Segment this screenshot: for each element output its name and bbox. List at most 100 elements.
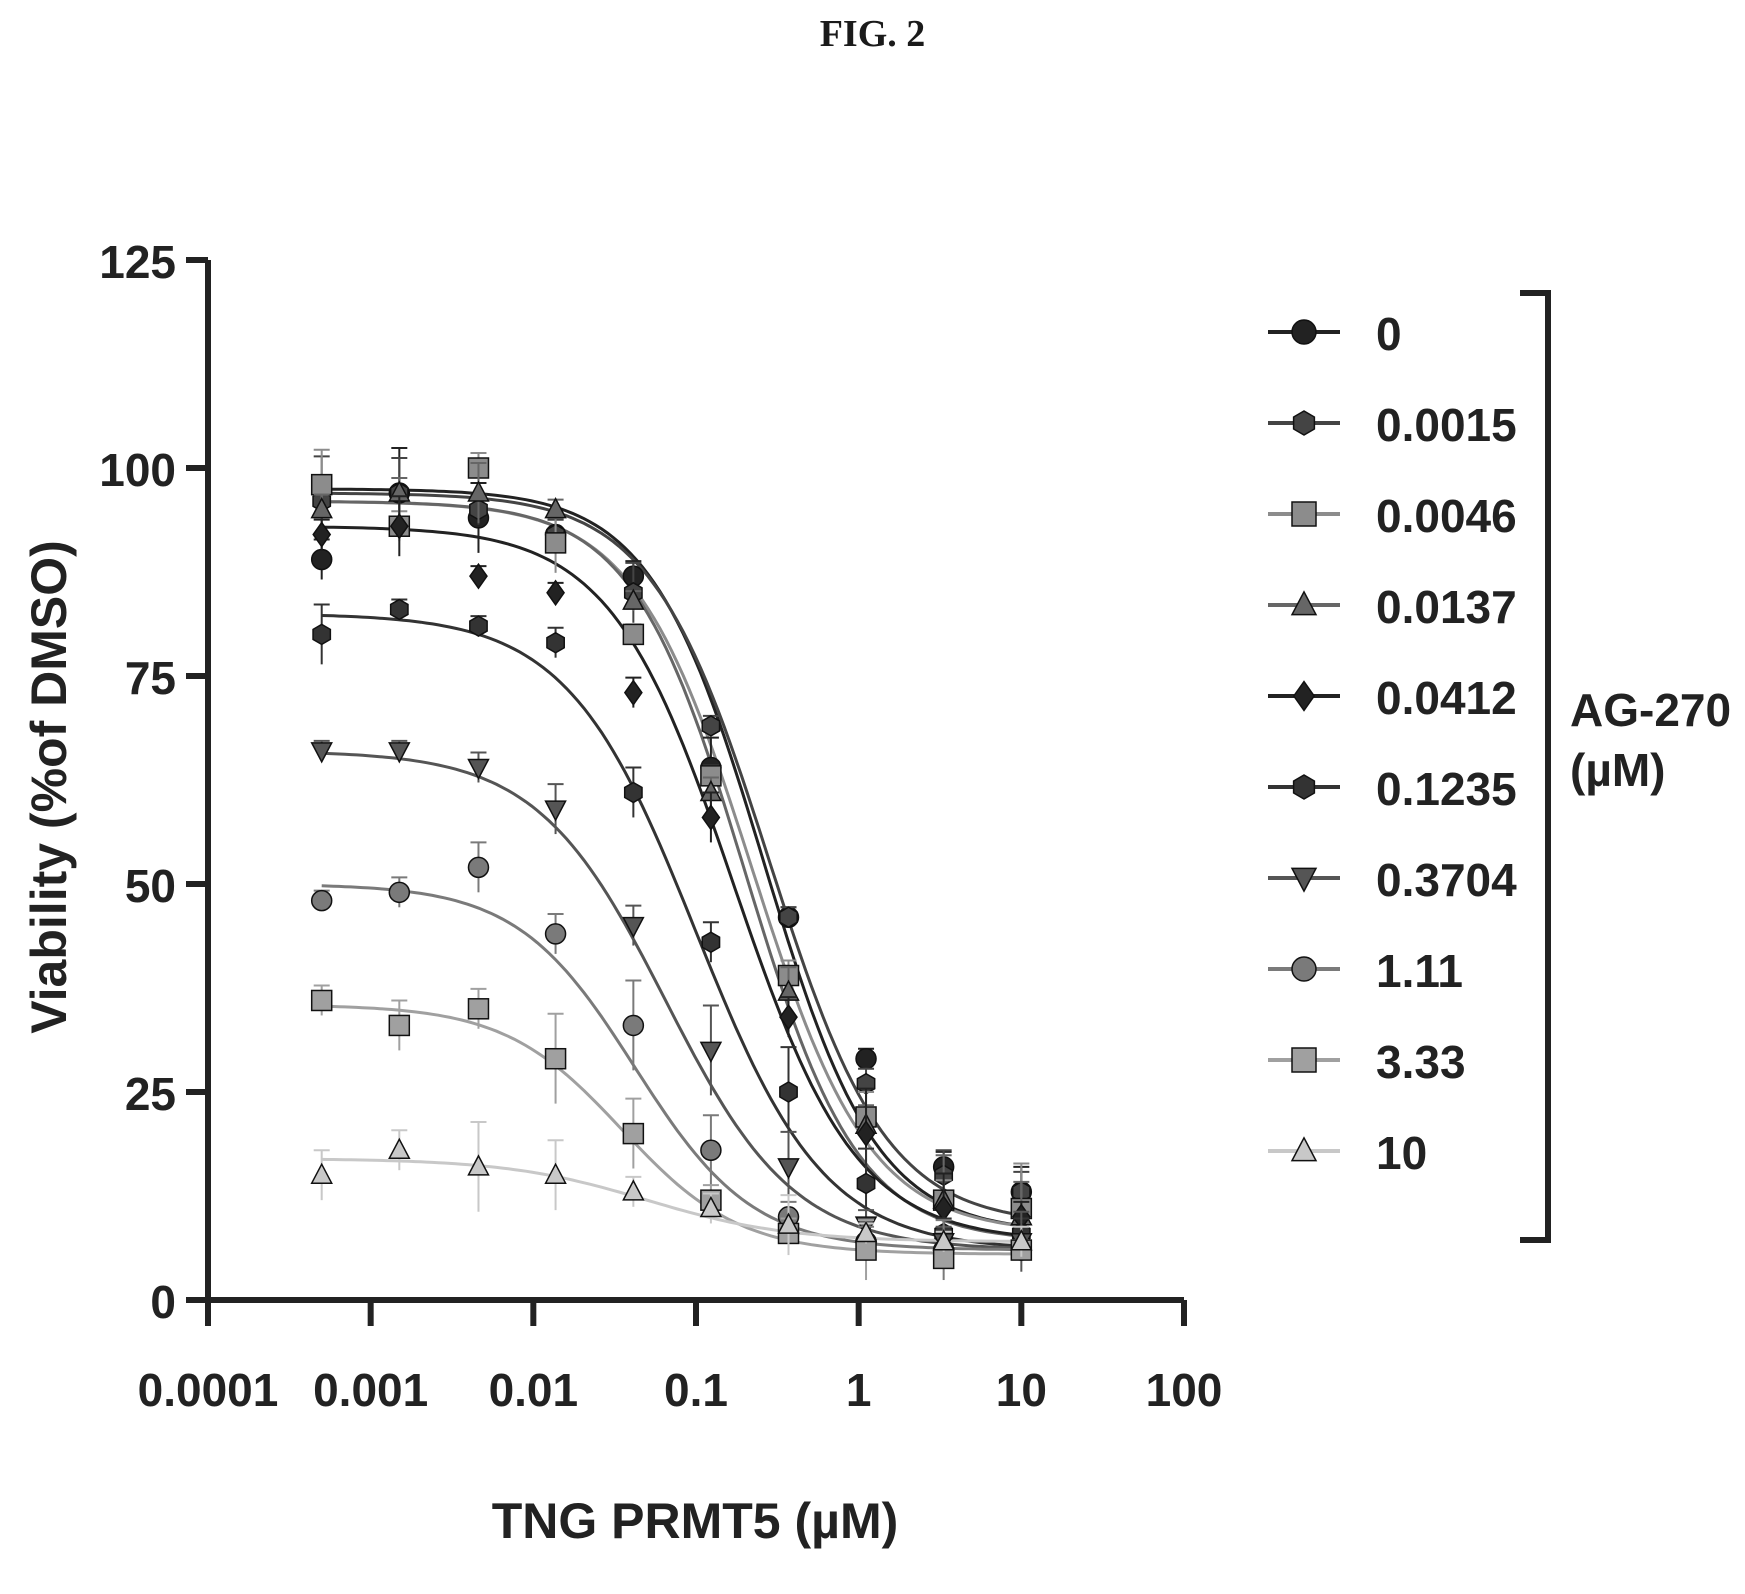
data-point bbox=[544, 1047, 567, 1070]
legend-label: 0 bbox=[1376, 308, 1402, 360]
data-point bbox=[544, 800, 567, 822]
legend-marker bbox=[1292, 410, 1316, 436]
data-point bbox=[388, 881, 411, 904]
legend-label: 0.3704 bbox=[1376, 854, 1517, 906]
data-point bbox=[389, 598, 409, 621]
data-point bbox=[310, 548, 333, 571]
data-point bbox=[467, 480, 490, 502]
data-point bbox=[777, 1212, 800, 1234]
y-tick-label: 25 bbox=[125, 1068, 176, 1120]
data-point bbox=[546, 631, 565, 654]
data-point bbox=[544, 496, 567, 519]
y-tick-label: 50 bbox=[125, 860, 176, 912]
data-point bbox=[467, 1154, 490, 1176]
x-tick-label: 0.001 bbox=[313, 1364, 428, 1416]
legend-label: 0.0412 bbox=[1376, 672, 1517, 724]
legend-marker bbox=[1291, 501, 1317, 527]
x-tick-label: 1 bbox=[846, 1364, 872, 1416]
data-point bbox=[856, 1172, 876, 1195]
data-point bbox=[701, 715, 721, 737]
data-point bbox=[1010, 1229, 1033, 1251]
fit-curves bbox=[321, 487, 1022, 1256]
legend-marker bbox=[1290, 867, 1318, 893]
fit-curve bbox=[321, 884, 1022, 1252]
legend-marker bbox=[1292, 680, 1316, 712]
data-point bbox=[310, 496, 333, 519]
data-point bbox=[546, 579, 565, 607]
data-point bbox=[701, 804, 721, 831]
fit-curve bbox=[321, 614, 1022, 1248]
y-axis-label: Viability (%of DMSO) bbox=[21, 540, 77, 1034]
data-point bbox=[779, 1003, 798, 1031]
fit-curve bbox=[321, 1004, 1022, 1256]
data-point bbox=[388, 1137, 411, 1159]
x-axis-label: TNG PRMT5 (µM) bbox=[492, 1493, 899, 1549]
data-point bbox=[856, 1120, 876, 1147]
legend-label: 0.0015 bbox=[1376, 399, 1517, 451]
data-point bbox=[467, 998, 490, 1020]
legend-marker bbox=[1291, 1047, 1317, 1073]
data-point bbox=[310, 889, 333, 912]
legend: 0 0.0015 0.0046 0.0137 0.0412 0.1235 0.3704 1.1… bbox=[1268, 290, 1731, 1243]
data-point bbox=[622, 1014, 645, 1037]
data-point bbox=[622, 1179, 645, 1201]
data-point bbox=[699, 1195, 723, 1218]
data-point bbox=[623, 781, 643, 804]
data-point bbox=[623, 679, 643, 706]
data-point bbox=[855, 1047, 877, 1070]
legend-marker bbox=[1292, 774, 1316, 800]
fit-curve bbox=[321, 1157, 1022, 1243]
legend-title: AG-270 bbox=[1570, 684, 1731, 736]
data-point bbox=[310, 1162, 333, 1184]
legend-label: 1.11 bbox=[1376, 945, 1463, 997]
data-point bbox=[699, 1041, 723, 1064]
legend-label: 0.0137 bbox=[1376, 581, 1517, 633]
legend-label: 3.33 bbox=[1376, 1036, 1466, 1088]
data-point bbox=[388, 742, 411, 764]
y-tick-label: 0 bbox=[150, 1276, 176, 1328]
fit-curve bbox=[321, 525, 1022, 1237]
data-point bbox=[700, 1139, 722, 1161]
y-tick-label: 100 bbox=[99, 444, 176, 496]
data-point bbox=[310, 742, 333, 764]
data-point bbox=[312, 623, 332, 646]
data-point bbox=[310, 473, 333, 496]
x-tick-label: 0.0001 bbox=[138, 1364, 279, 1416]
data-point bbox=[544, 923, 567, 945]
data-point bbox=[777, 1158, 800, 1180]
legend-label: 0.1235 bbox=[1376, 763, 1517, 815]
data-point bbox=[622, 623, 645, 646]
fit-curve bbox=[321, 487, 1022, 1228]
data-point bbox=[469, 562, 488, 590]
x-tick-label: 10 bbox=[996, 1364, 1047, 1416]
y-tick-label: 125 bbox=[99, 236, 176, 288]
axes: 0 25 50 75 100 125 0.0001 0.001 0.01 0.1 1 10 100 bbox=[99, 236, 1222, 1416]
legend-label: 10 bbox=[1376, 1127, 1427, 1179]
x-tick-label: 0.1 bbox=[664, 1364, 728, 1416]
y-tick-label: 75 bbox=[125, 652, 176, 704]
legend-label: 0.0046 bbox=[1376, 490, 1517, 542]
legend-bracket bbox=[1520, 290, 1551, 1243]
data-point bbox=[389, 512, 409, 540]
data-point bbox=[467, 758, 490, 781]
data-point bbox=[779, 906, 798, 929]
data-point bbox=[310, 989, 333, 1012]
data-point bbox=[467, 856, 490, 879]
legend-marker bbox=[1290, 1136, 1318, 1162]
figure-title: FIG. 2 bbox=[819, 13, 926, 55]
data-point bbox=[388, 1014, 411, 1037]
data-point bbox=[469, 615, 488, 637]
data-point bbox=[622, 916, 645, 939]
fit-curve bbox=[321, 751, 1022, 1250]
data-point bbox=[779, 1081, 798, 1103]
data-points bbox=[310, 447, 1033, 1281]
data-point bbox=[544, 532, 567, 554]
legend-marker bbox=[1291, 319, 1317, 345]
data-point bbox=[701, 931, 721, 954]
legend-marker bbox=[1291, 956, 1317, 982]
data-point bbox=[854, 1220, 878, 1243]
legend-marker bbox=[1290, 590, 1318, 616]
fit-curve bbox=[321, 491, 1022, 1217]
legend-title: (µM) bbox=[1570, 744, 1665, 796]
